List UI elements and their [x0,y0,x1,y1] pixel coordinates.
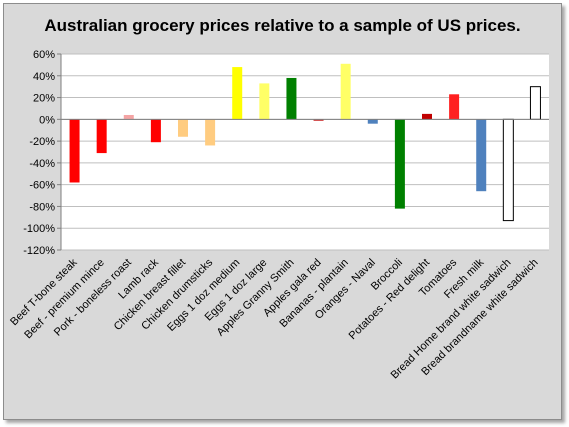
bar [96,119,107,154]
bar [422,113,432,120]
y-tick-label: -100% [23,223,55,235]
bar [367,119,378,124]
bar [205,119,216,146]
y-tick-label: -80% [29,201,55,213]
chart-title: Australian grocery prices relative to a … [44,16,521,35]
bar [529,86,541,120]
y-tick-label: 20% [33,93,55,105]
bar [69,119,80,183]
bar [150,119,161,143]
bar [340,63,351,120]
chart-frame: Australian grocery prices relative to a … [3,3,562,420]
y-tick-label: 0% [39,114,55,126]
bar [178,119,188,137]
bar [476,119,487,192]
plot-area [61,54,549,250]
bar [502,118,514,222]
chart-area: 60%40%20%0%-20%-40%-60%-80%-100%-120%Bee… [8,49,549,381]
bar [394,119,405,209]
y-tick-label: -40% [29,158,55,170]
y-tick-label: 40% [33,71,55,83]
bar [286,77,297,120]
y-tick-label: -60% [29,180,55,192]
bar [313,119,324,121]
y-tick-label: 60% [33,49,55,61]
bar [259,83,270,120]
y-tick-label: -20% [29,136,55,148]
bar [123,114,134,120]
bar [232,67,243,120]
bar [449,94,460,120]
y-tick-label: -120% [23,245,55,257]
